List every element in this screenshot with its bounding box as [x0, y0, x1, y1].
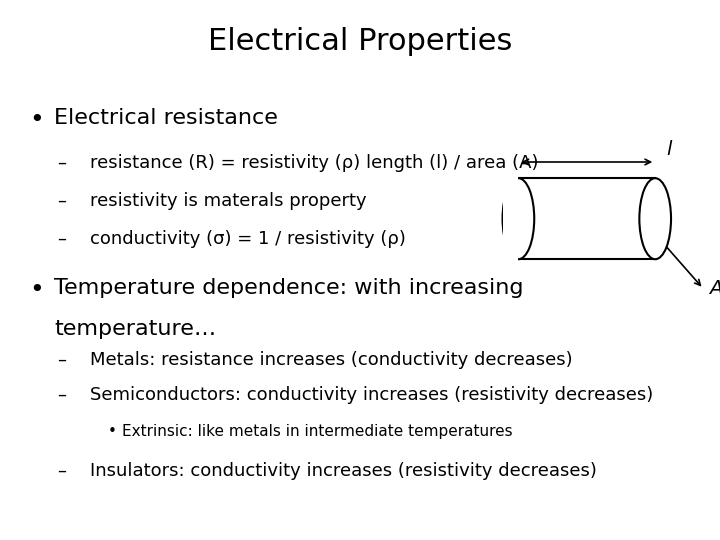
Text: –: –	[58, 230, 66, 247]
Text: –: –	[58, 386, 66, 404]
Ellipse shape	[503, 178, 534, 259]
Ellipse shape	[639, 178, 671, 259]
Text: Extrinsic: like metals in intermediate temperatures: Extrinsic: like metals in intermediate t…	[122, 424, 513, 439]
Text: conductivity (σ) = 1 / resistivity (ρ): conductivity (σ) = 1 / resistivity (ρ)	[90, 230, 406, 247]
Text: Electrical resistance: Electrical resistance	[54, 108, 278, 128]
Bar	[518, 178, 655, 259]
Text: temperature…: temperature…	[54, 319, 216, 339]
Text: l: l	[666, 140, 671, 159]
Text: Semiconductors: conductivity increases (resistivity decreases): Semiconductors: conductivity increases (…	[90, 386, 653, 404]
Text: –: –	[58, 351, 66, 369]
Text: A: A	[709, 279, 720, 299]
Text: –: –	[58, 154, 66, 172]
Text: Insulators: conductivity increases (resistivity decreases): Insulators: conductivity increases (resi…	[90, 462, 597, 480]
Text: resistivity is materals property: resistivity is materals property	[90, 192, 366, 210]
Text: Electrical Properties: Electrical Properties	[208, 27, 512, 56]
Text: –: –	[58, 192, 66, 210]
Text: •: •	[108, 424, 117, 439]
Text: resistance (R) = resistivity (ρ) length (l) / area (A): resistance (R) = resistivity (ρ) length …	[90, 154, 539, 172]
Text: •: •	[29, 278, 43, 302]
Text: Temperature dependence: with increasing: Temperature dependence: with increasing	[54, 278, 523, 298]
Text: •: •	[29, 108, 43, 132]
Bar	[503, 173, 518, 265]
Text: –: –	[58, 462, 66, 480]
Text: Metals: resistance increases (conductivity decreases): Metals: resistance increases (conductivi…	[90, 351, 572, 369]
